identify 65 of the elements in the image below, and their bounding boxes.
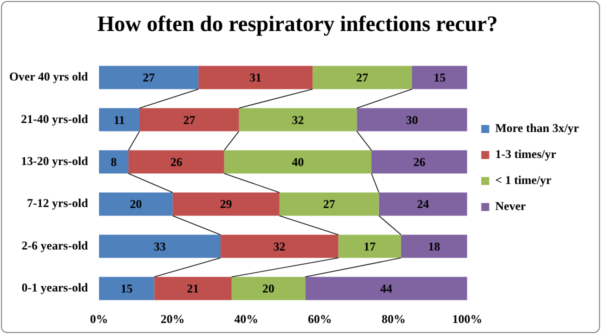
chart-title: How often do respiratory infections recur? xyxy=(97,10,498,36)
y-tick-label: 2-6 years-old xyxy=(22,238,88,252)
data-label: 33 xyxy=(154,239,166,254)
x-tick-label: 60% xyxy=(308,312,332,326)
bar xyxy=(232,276,306,300)
bar xyxy=(198,66,313,90)
bar xyxy=(312,66,412,90)
x-tick-label: 0% xyxy=(90,312,108,326)
x-tick-label: 80% xyxy=(382,312,406,326)
bar xyxy=(98,276,154,300)
data-label: 44 xyxy=(380,282,392,296)
data-label: 11 xyxy=(114,112,125,127)
y-tick-label: 0-1 years-old xyxy=(22,280,88,295)
bar xyxy=(412,66,468,90)
bar xyxy=(154,276,232,300)
bar xyxy=(98,234,221,258)
bar xyxy=(139,108,239,132)
bar xyxy=(338,234,401,258)
data-label: 26 xyxy=(170,154,182,169)
data-label: 27 xyxy=(183,112,196,127)
y-tick-label: 21-40 yrs-old xyxy=(20,112,88,126)
data-label: 31 xyxy=(249,70,262,85)
legend-label: More than 3x/yr xyxy=(495,121,580,136)
bar xyxy=(371,150,468,174)
bar xyxy=(98,108,140,132)
x-tick-label: 100% xyxy=(452,312,482,326)
bar xyxy=(98,192,173,216)
data-label: 15 xyxy=(434,70,446,85)
data-label: 17 xyxy=(364,239,376,254)
bar xyxy=(400,234,468,258)
data-label: 27 xyxy=(356,70,368,85)
bar xyxy=(220,234,338,258)
data-label: 15 xyxy=(120,282,133,296)
bar xyxy=(128,150,224,174)
data-label: 21 xyxy=(186,282,199,296)
bar xyxy=(279,192,379,216)
data-label: 29 xyxy=(220,197,232,212)
bar xyxy=(224,150,372,174)
data-label: 26 xyxy=(413,154,426,169)
y-tick-label: Over 40 yrs old xyxy=(9,70,88,84)
data-label: 24 xyxy=(417,197,430,212)
bar xyxy=(98,66,198,90)
x-tick-label: 20% xyxy=(160,312,185,326)
bar xyxy=(238,108,357,132)
data-label: 40 xyxy=(292,154,304,169)
x-tick-label: 40% xyxy=(234,312,258,326)
legend-label: Never xyxy=(495,199,527,214)
data-label: 20 xyxy=(130,197,142,212)
y-tick-label: 13-20 yrs-old xyxy=(20,154,88,168)
data-label: 30 xyxy=(406,112,418,127)
y-tick-label: 7-12 yrs-old xyxy=(26,196,88,210)
data-label: 32 xyxy=(292,112,304,127)
legend-label: < 1 time/yr xyxy=(495,173,552,188)
data-label: 27 xyxy=(142,70,155,85)
data-label: 8 xyxy=(110,154,117,169)
bar xyxy=(305,276,468,300)
bar xyxy=(172,192,280,216)
bar xyxy=(378,192,468,216)
legend-label: 1-3 times/yr xyxy=(495,147,557,162)
data-label: 27 xyxy=(323,197,336,212)
bar xyxy=(356,108,468,132)
data-label: 32 xyxy=(273,239,286,254)
data-label: 18 xyxy=(428,239,440,254)
bar xyxy=(98,150,128,174)
data-label: 20 xyxy=(262,282,274,296)
